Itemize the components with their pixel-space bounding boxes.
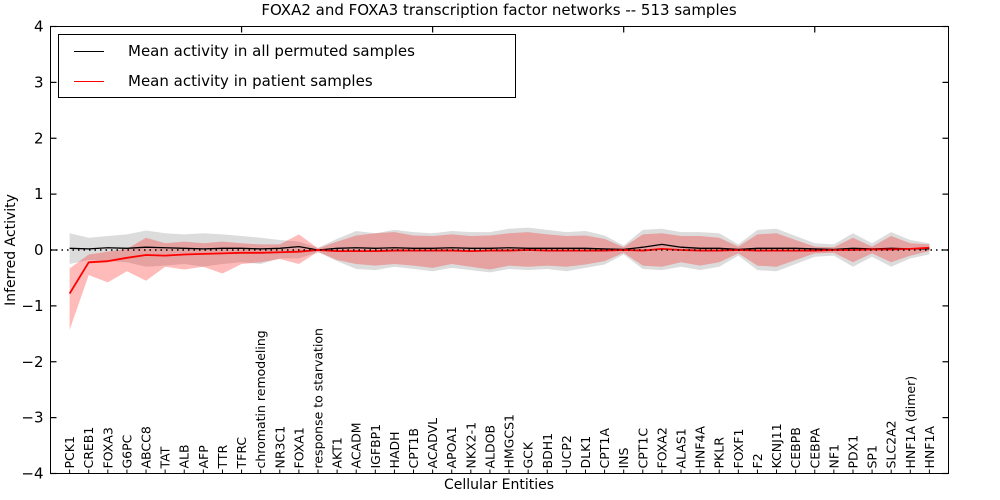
legend-item-permuted: Mean activity in all permuted samples — [59, 36, 515, 66]
x-tick-label: FOXA1 — [291, 427, 306, 468]
legend-label-permuted: Mean activity in all permuted samples — [128, 42, 415, 60]
patient-band — [69, 232, 930, 330]
x-tick-label: KCNJ11 — [769, 423, 784, 468]
x-tick-label: chromatin remodeling — [253, 330, 268, 468]
legend-item-patient: Mean activity in patient samples — [59, 66, 515, 96]
x-tick-label: CPT1B — [406, 428, 421, 468]
x-tick-label: F2 — [750, 453, 765, 468]
x-tick-label: HMGCS1 — [502, 414, 517, 469]
x-tick-label: HNF4A — [693, 426, 708, 469]
x-tick-label: CPT1A — [597, 428, 612, 469]
y-tick-label: 2 — [34, 129, 44, 147]
x-tick-label: NR3C1 — [272, 426, 287, 469]
x-tick-label: ALAS1 — [674, 428, 689, 468]
y-tick-label: −3 — [21, 409, 43, 427]
x-tick-label: SLC2A2 — [884, 420, 899, 468]
legend-label-patient: Mean activity in patient samples — [128, 72, 373, 90]
permuted-mean-line — [69, 243, 930, 251]
x-tick-label: DLK1 — [578, 436, 593, 469]
x-tick-label: FOXF1 — [731, 429, 746, 469]
x-tick-label: CREB1 — [81, 427, 96, 469]
y-tick-label: −2 — [21, 353, 43, 371]
chart-title: FOXA2 and FOXA3 transcription factor net… — [261, 1, 737, 19]
x-tick-label: FOXA3 — [100, 427, 115, 468]
x-tick-label: APOA1 — [444, 426, 459, 468]
x-tick-label: TAT — [158, 446, 173, 469]
y-tick-label: 0 — [34, 241, 44, 259]
x-tick-label: ALDOB — [482, 425, 497, 469]
x-tick-label: ACADVL — [425, 418, 440, 469]
x-tick-label: GCK — [521, 441, 536, 468]
x-tick-label: ABCC8 — [139, 426, 154, 468]
x-axis-label: Cellular Entities — [443, 477, 555, 493]
x-tick-label: HADH — [387, 432, 402, 469]
x-tick-label: IGFBP1 — [368, 424, 383, 469]
x-tick-label: HNF1A — [922, 426, 937, 469]
y-tick-label: 4 — [34, 18, 44, 36]
x-tick-label: ACADM — [349, 422, 364, 468]
x-tick-label: HNF1A (dimer) — [903, 376, 918, 469]
x-tick-label: SP1 — [865, 445, 880, 468]
patient-line-sample-icon — [74, 80, 104, 82]
x-tick-label: NF1 — [826, 444, 841, 469]
x-tick-label: CPT1C — [635, 428, 650, 469]
y-tick-label: −4 — [21, 465, 43, 483]
x-tick-label: CEBPA — [807, 428, 822, 469]
x-tick-label: TTR — [215, 444, 230, 469]
x-tick-label: NKX2-1 — [463, 422, 478, 469]
x-tick-label: PCK1 — [62, 436, 77, 468]
x-tick-label: TFRC — [234, 437, 249, 470]
x-tick-label: FOXA2 — [654, 427, 669, 468]
y-tick-label: 1 — [34, 185, 44, 203]
x-tick-label: INS — [616, 447, 631, 468]
permuted-line-sample-icon — [74, 50, 104, 52]
x-tick-label: UCP2 — [559, 435, 574, 468]
x-tick-label: AFP — [196, 445, 211, 469]
x-tick-label: PDX1 — [845, 435, 860, 469]
y-tick-label: −1 — [21, 297, 43, 315]
x-tick-label: BDH1 — [540, 433, 555, 469]
x-tick-label: ALB — [177, 444, 192, 468]
legend: Mean activity in all permuted samples Me… — [58, 34, 516, 98]
patient-mean-line — [68, 246, 930, 295]
x-tick-label: CEBPB — [788, 427, 803, 468]
x-tick-label: response to starvation — [310, 328, 325, 469]
y-tick-label: 3 — [34, 73, 44, 91]
x-tick-label: PKLR — [712, 437, 727, 469]
x-tick-label: AKT1 — [330, 437, 345, 468]
x-tick-label: G6PC — [119, 434, 134, 468]
